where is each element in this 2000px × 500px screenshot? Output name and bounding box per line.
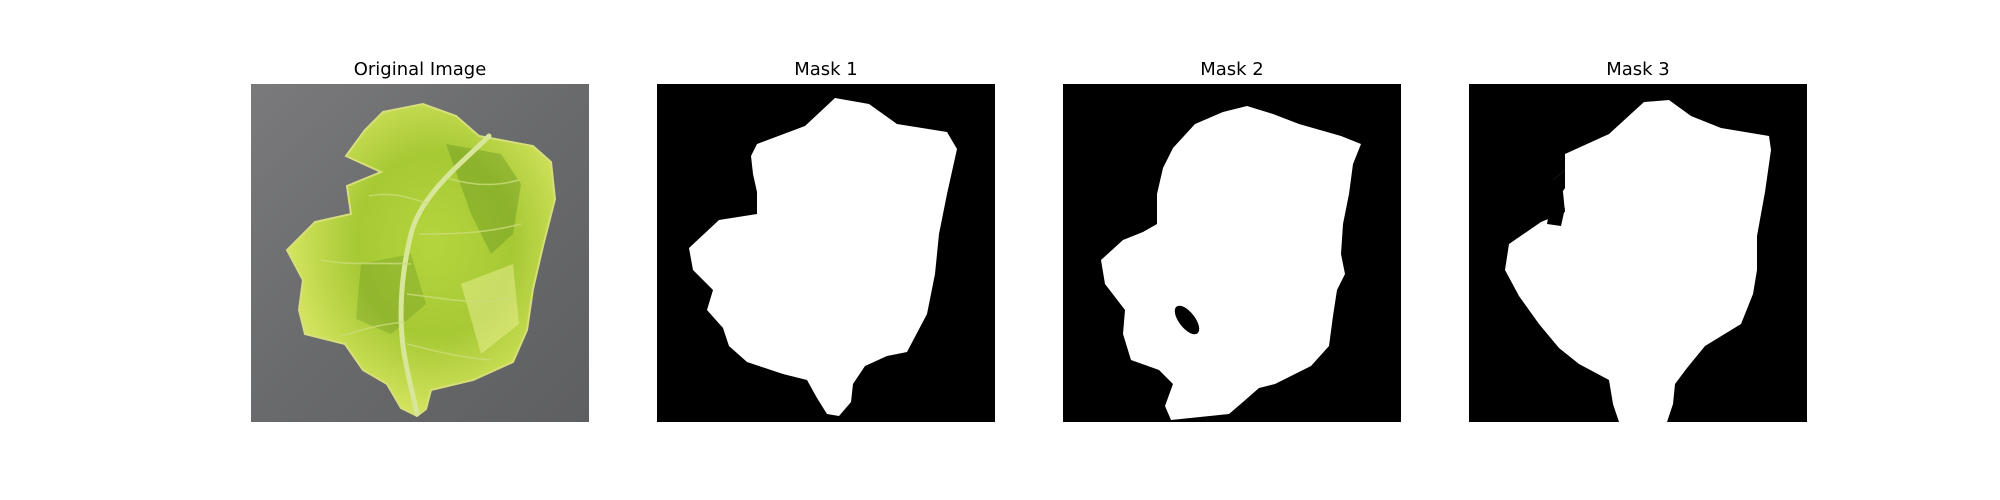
- leaf-highlight: [461, 264, 519, 354]
- mask-3-region: [1505, 100, 1771, 422]
- mask-3-notch: [1549, 170, 1565, 200]
- mask-1-region: [689, 98, 957, 416]
- leaf-shadow: [356, 254, 426, 334]
- mask-1: [657, 84, 995, 422]
- mask-2-notch: [1345, 274, 1351, 296]
- mask-1-panel: [657, 84, 995, 422]
- leaf-shadow: [446, 144, 521, 254]
- original-image: [251, 84, 589, 422]
- original-image-panel: [251, 84, 589, 422]
- leaf-photo: [251, 84, 589, 422]
- mask-1-image: [657, 84, 995, 422]
- mask-2-hole: [1174, 305, 1200, 335]
- mask-2-region: [1101, 106, 1361, 420]
- original-image-title: Original Image: [353, 59, 487, 80]
- mask-3-image: [1469, 84, 1807, 422]
- mask-3-panel: [1469, 84, 1807, 422]
- leaf-veins: [320, 177, 522, 361]
- mask-2-image: [1063, 84, 1401, 422]
- mask-3: [1469, 84, 1807, 422]
- leaf-midrib: [398, 133, 492, 417]
- mask-3-notch: [1547, 208, 1565, 226]
- mask-1-title: Mask 1: [794, 59, 858, 80]
- mask-2-title: Mask 2: [1200, 59, 1264, 80]
- mask-2-notch: [1343, 322, 1348, 336]
- mask-3-title: Mask 3: [1606, 59, 1670, 80]
- mask-2: [1063, 84, 1401, 422]
- mask-2-panel: [1063, 84, 1401, 422]
